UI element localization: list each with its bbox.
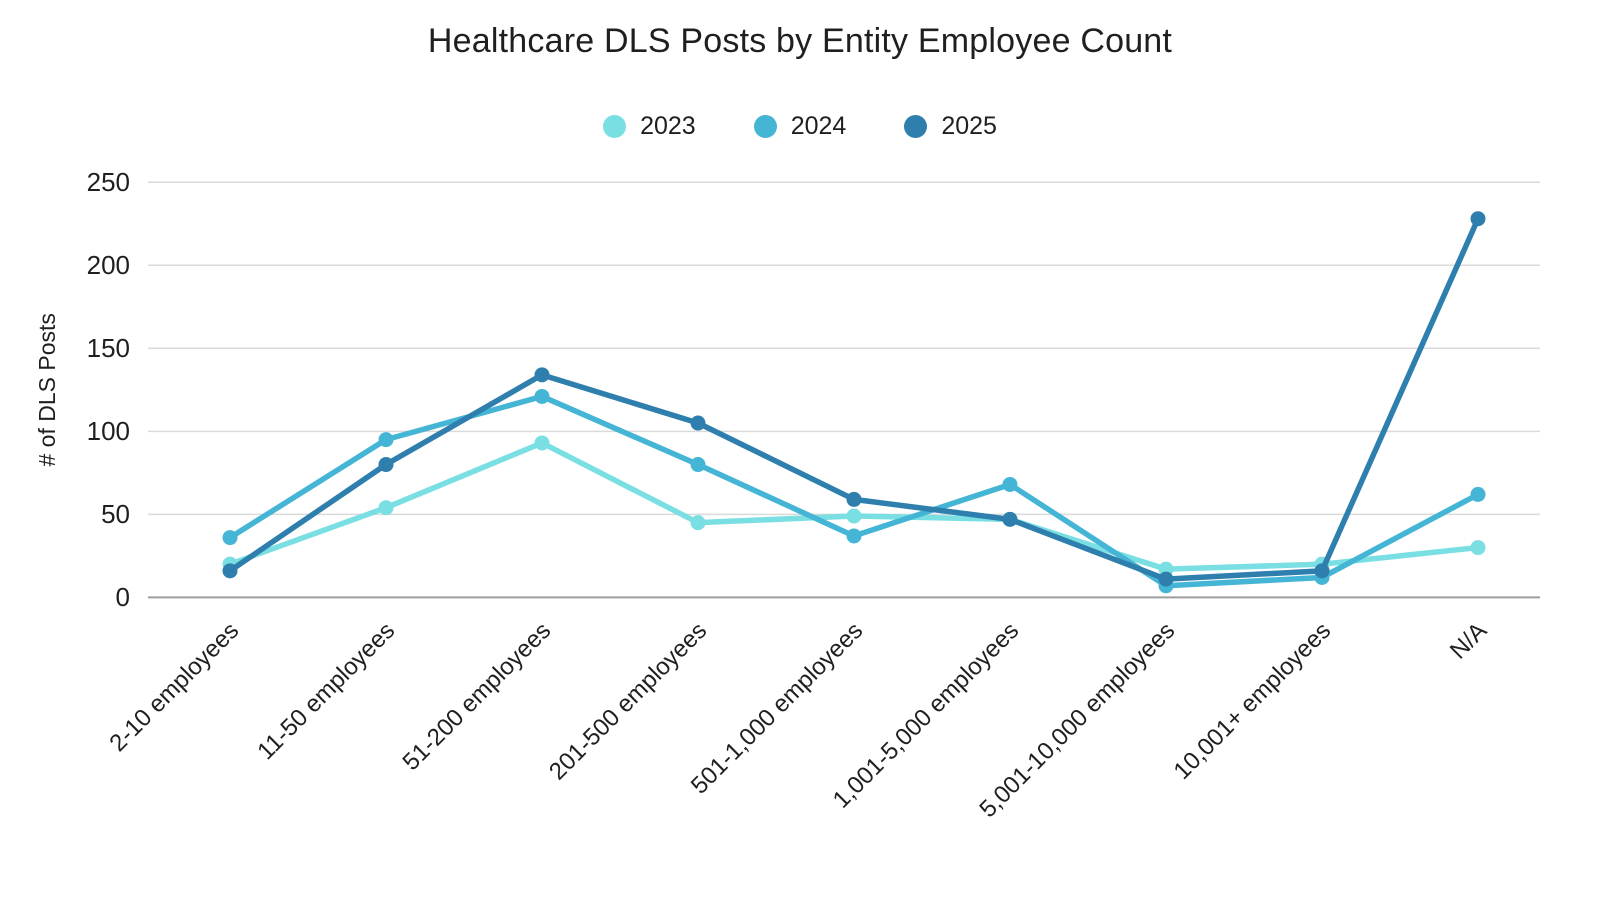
x-tick-label: 11-50 employees <box>252 617 400 765</box>
data-point-2024-2 <box>534 388 550 404</box>
legend-label-2024: 2024 <box>790 112 847 140</box>
y-tick-label: 150 <box>87 333 130 363</box>
data-point-2025-6 <box>1158 571 1174 587</box>
data-point-2024-8 <box>1470 486 1486 502</box>
y-tick-label: 50 <box>101 499 130 529</box>
chart-legend: 2023 2024 2025 <box>0 112 1600 141</box>
data-point-2025-3 <box>690 415 706 431</box>
data-point-2025-5 <box>1002 511 1018 527</box>
data-point-2023-8 <box>1470 540 1486 556</box>
data-point-2025-0 <box>222 563 238 579</box>
y-tick-label: 200 <box>87 250 130 280</box>
legend-item-2023: 2023 <box>603 112 696 141</box>
data-point-2023-3 <box>690 515 706 531</box>
data-point-2023-1 <box>378 500 394 516</box>
y-tick-label: 250 <box>87 167 130 197</box>
x-tick-label: 51-200 employees <box>398 617 557 776</box>
legend-label-2025: 2025 <box>941 112 997 140</box>
data-point-2024-5 <box>1002 476 1018 492</box>
data-point-2025-1 <box>378 457 394 473</box>
data-point-2024-1 <box>378 432 394 448</box>
x-tick-label: 201-500 employees <box>544 617 712 785</box>
data-point-2023-2 <box>534 435 550 451</box>
legend-item-2025: 2025 <box>904 112 997 141</box>
x-tick-label: 10,001+ employees <box>1169 617 1337 785</box>
data-point-2025-8 <box>1470 211 1486 227</box>
data-point-2023-4 <box>846 508 862 524</box>
y-tick-label: 100 <box>87 416 130 446</box>
legend-item-2024: 2024 <box>753 112 847 141</box>
data-point-2024-4 <box>846 528 862 544</box>
data-point-2025-7 <box>1314 563 1330 579</box>
y-tick-label: 0 <box>116 582 130 612</box>
series-line-2025 <box>227 215 1481 582</box>
legend-swatch-2024-icon <box>753 115 777 138</box>
data-point-2024-3 <box>690 457 706 473</box>
x-tick-label: 2-10 employees <box>104 617 244 757</box>
series-line-2024 <box>227 393 1481 589</box>
data-point-2025-4 <box>846 491 862 507</box>
x-tick-label: 501-1,000 employees <box>686 617 868 799</box>
legend-label-2023: 2023 <box>640 112 696 140</box>
x-tick-label: N/A <box>1445 617 1492 664</box>
data-point-2025-2 <box>534 367 550 383</box>
data-point-2024-0 <box>222 530 238 546</box>
legend-swatch-2023-icon <box>603 115 627 138</box>
chart-title: Healthcare DLS Posts by Entity Employee … <box>427 22 1173 60</box>
y-axis-label: # of DLS Posts <box>34 313 60 466</box>
legend-swatch-2025-icon <box>904 115 928 138</box>
